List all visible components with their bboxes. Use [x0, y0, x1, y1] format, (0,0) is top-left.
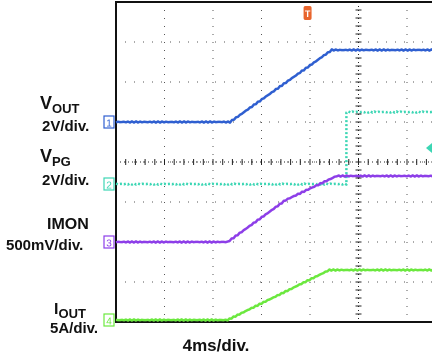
vout-label: VOUT	[40, 93, 80, 116]
trigger-position-label: T	[305, 9, 311, 19]
channel-4-marker-label: 4	[106, 317, 112, 328]
channel-markers: 1 2 3 4 T	[103, 6, 432, 328]
time-per-division-label: 4ms/div.	[182, 336, 250, 355]
scope-grid	[115, 1, 432, 323]
iout-scale: 5A/div.	[50, 320, 99, 337]
scope-traces	[115, 48, 432, 322]
vpg-label: VPG	[40, 146, 71, 169]
channel-3-marker-label: 3	[106, 239, 112, 250]
trace-4	[115, 268, 432, 322]
trace-2	[115, 110, 432, 186]
imon-scale: 500mV/div.	[6, 237, 84, 254]
vpg-scale: 2V/div.	[42, 172, 90, 189]
trace-1	[115, 48, 432, 124]
channel-1-marker-label: 1	[106, 119, 112, 130]
channel-2-marker	[103, 177, 115, 191]
trace-3	[115, 174, 432, 244]
channel-3-marker	[103, 235, 115, 249]
channel-4-marker	[103, 313, 115, 327]
trigger-level-marker	[426, 143, 432, 153]
iout-label: IOUT	[54, 301, 86, 321]
scope-frame	[115, 1, 432, 323]
channel-2-marker-label: 2	[106, 181, 112, 192]
trigger-position-marker	[303, 6, 312, 20]
channel-1-marker	[103, 115, 115, 129]
imon-label: IMON	[47, 216, 89, 233]
vout-scale: 2V/div.	[42, 118, 90, 135]
